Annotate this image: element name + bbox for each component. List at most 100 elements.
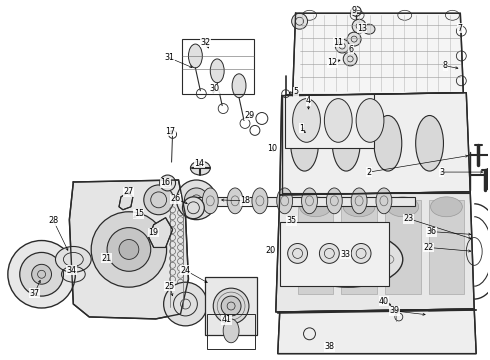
Text: 5: 5 [293,87,298,96]
Ellipse shape [232,74,246,98]
Ellipse shape [107,228,151,271]
Text: 18: 18 [240,196,250,205]
Ellipse shape [291,116,318,171]
Text: 32: 32 [200,37,210,46]
Bar [429,200,465,294]
Text: 2: 2 [367,167,371,176]
Text: 34: 34 [66,266,76,275]
Ellipse shape [223,319,239,343]
Text: 22: 22 [423,243,434,252]
Polygon shape [280,93,470,195]
Text: 6: 6 [349,45,354,54]
Polygon shape [293,13,464,96]
Ellipse shape [210,59,224,83]
Text: 40: 40 [379,297,389,306]
Ellipse shape [8,240,75,308]
Bar [285,94,374,148]
Polygon shape [276,192,474,312]
Ellipse shape [332,116,360,171]
Text: 31: 31 [165,53,174,62]
Ellipse shape [324,99,352,142]
Polygon shape [149,218,172,247]
Text: 33: 33 [340,250,350,259]
Text: 10: 10 [267,144,277,153]
Bar [196,197,415,206]
Ellipse shape [374,116,402,171]
Text: 20: 20 [266,246,276,255]
Ellipse shape [292,13,308,29]
Ellipse shape [176,180,216,220]
Text: 25: 25 [165,282,175,291]
Ellipse shape [351,188,367,214]
Ellipse shape [184,188,208,212]
Ellipse shape [334,251,362,267]
Ellipse shape [119,239,139,260]
Text: 8: 8 [443,62,448,71]
Ellipse shape [335,39,349,53]
Ellipse shape [191,161,210,175]
Ellipse shape [160,175,175,191]
Text: 1: 1 [299,124,304,133]
Polygon shape [70,180,189,319]
Ellipse shape [202,188,218,214]
Text: 4: 4 [306,96,311,105]
Bar [341,200,377,294]
Text: 17: 17 [166,127,175,136]
Ellipse shape [363,24,375,34]
Ellipse shape [144,185,173,215]
Ellipse shape [91,212,167,287]
Ellipse shape [227,188,243,214]
Ellipse shape [376,188,392,214]
Ellipse shape [387,197,418,217]
Ellipse shape [164,282,207,326]
Text: 39: 39 [390,306,400,315]
Text: 36: 36 [427,227,437,236]
Polygon shape [278,309,476,354]
Text: 11: 11 [333,37,343,46]
Bar [280,222,389,286]
Text: 13: 13 [357,24,367,33]
Ellipse shape [416,116,443,171]
Bar [297,200,333,294]
Ellipse shape [343,197,375,217]
Ellipse shape [20,252,63,296]
Ellipse shape [343,52,357,66]
Ellipse shape [294,231,403,287]
Ellipse shape [252,188,268,214]
Text: 3: 3 [439,167,444,176]
Ellipse shape [347,32,361,46]
Text: 27: 27 [124,188,134,197]
Ellipse shape [299,197,331,217]
Text: 38: 38 [324,342,334,351]
Text: 15: 15 [134,209,144,218]
Ellipse shape [301,188,318,214]
Ellipse shape [351,243,371,264]
Text: 7: 7 [458,24,463,33]
Text: 12: 12 [327,58,338,67]
Text: 21: 21 [101,254,111,263]
Ellipse shape [221,296,241,316]
Ellipse shape [189,44,202,68]
Ellipse shape [356,99,384,142]
Text: 14: 14 [195,159,204,168]
Bar [207,314,255,349]
Ellipse shape [352,19,366,33]
Text: 16: 16 [161,179,171,188]
Ellipse shape [293,99,320,142]
Text: 26: 26 [171,194,181,203]
Ellipse shape [431,197,462,217]
Text: 35: 35 [287,216,297,225]
Ellipse shape [288,243,308,264]
Bar [205,277,257,335]
Text: 23: 23 [404,214,414,223]
Ellipse shape [182,197,204,219]
Ellipse shape [277,188,293,214]
Bar [182,39,254,94]
Ellipse shape [213,288,249,324]
Ellipse shape [319,243,339,264]
Text: 28: 28 [49,216,58,225]
Text: 24: 24 [180,266,191,275]
Ellipse shape [55,247,91,272]
Ellipse shape [32,264,51,284]
Ellipse shape [326,188,342,214]
